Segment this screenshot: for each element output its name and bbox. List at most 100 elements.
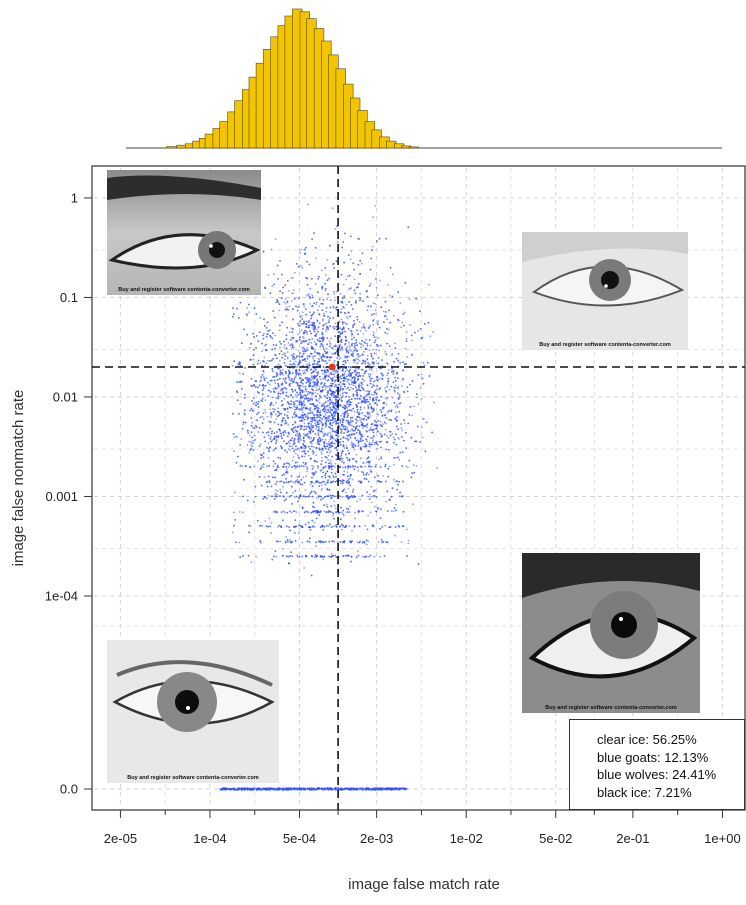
scatter-point — [285, 338, 288, 340]
scatter-point — [292, 431, 295, 434]
scatter-point — [275, 375, 278, 377]
scatter-point — [262, 456, 265, 459]
scatter-point — [347, 488, 350, 490]
scatter-point — [324, 386, 327, 388]
scatter-point — [411, 414, 413, 417]
scatter-point — [372, 323, 375, 326]
scatter-point — [324, 408, 327, 411]
scatter-point — [357, 353, 360, 355]
scatter-point — [322, 360, 325, 362]
scatter-point — [354, 429, 356, 432]
scatter-point — [386, 342, 389, 345]
scatter-point — [261, 400, 263, 402]
scatter-point — [301, 541, 304, 544]
scatter-point — [370, 496, 373, 498]
scatter-point — [326, 488, 329, 490]
scatter-point — [308, 495, 310, 497]
scatter-point — [345, 491, 347, 494]
scatter-point — [294, 519, 297, 521]
scatter-point — [422, 417, 425, 420]
scatter-point — [354, 344, 356, 347]
scatter-point — [313, 311, 315, 314]
scatter-point — [313, 556, 316, 558]
scatter-point — [347, 366, 350, 368]
scatter-point — [397, 483, 399, 486]
scatter-point — [359, 354, 362, 357]
scatter-point — [394, 526, 397, 528]
scatter-point — [362, 360, 365, 363]
scatter-point — [399, 491, 401, 494]
scatter-point — [291, 445, 293, 448]
scatter-point — [370, 352, 373, 355]
scatter-point — [350, 335, 353, 337]
scatter-point — [370, 393, 373, 396]
scatter-point — [261, 415, 264, 418]
scatter-point — [368, 284, 371, 287]
scatter-point — [286, 357, 289, 360]
scatter-point — [366, 354, 369, 357]
scatter-point — [310, 490, 313, 493]
scatter-point — [342, 394, 344, 397]
scatter-point — [331, 352, 333, 355]
scatter-point — [329, 306, 332, 309]
scatter-point — [328, 451, 331, 454]
scatter-point — [375, 463, 377, 466]
scatter-point — [282, 554, 284, 557]
scatter-point — [305, 465, 308, 468]
scatter-point — [352, 394, 355, 397]
scatter-point — [391, 370, 393, 373]
scatter-point — [271, 285, 274, 287]
scatter-point — [346, 447, 348, 450]
scatter-point — [321, 269, 323, 272]
scatter-point — [276, 410, 279, 413]
scatter-point — [369, 324, 372, 327]
scatter-point — [333, 375, 336, 378]
scatter-point — [341, 246, 344, 249]
scatter-point — [319, 448, 321, 451]
scatter-point — [291, 416, 294, 419]
scatter-point — [400, 436, 403, 438]
scatter-point — [362, 350, 365, 353]
scatter-point — [344, 356, 346, 359]
scatter-point — [301, 483, 304, 486]
scatter-point — [297, 435, 299, 437]
scatter-point — [325, 330, 327, 332]
scatter-point — [343, 328, 345, 330]
scatter-point — [352, 352, 355, 355]
scatter-point — [274, 495, 276, 497]
scatter-point — [358, 342, 361, 345]
scatter-point — [319, 417, 322, 419]
scatter-point — [278, 359, 281, 362]
scatter-point — [401, 321, 404, 324]
scatter-point — [341, 421, 344, 424]
scatter-point — [306, 467, 309, 470]
scatter-point — [340, 480, 343, 483]
scatter-point — [391, 354, 393, 357]
scatter-point — [360, 418, 363, 420]
scatter-point — [399, 451, 402, 454]
scatter-point — [398, 394, 401, 396]
scatter-point — [289, 344, 291, 347]
scatter-point — [388, 328, 390, 331]
scatter-point — [283, 417, 286, 420]
scatter-point — [252, 500, 255, 503]
scatter-point — [330, 337, 332, 340]
scatter-point — [303, 305, 305, 308]
scatter-point — [309, 528, 312, 531]
scatter-point — [342, 479, 345, 482]
scatter-point — [279, 392, 282, 395]
scatter-point — [307, 399, 309, 402]
scatter-point — [406, 356, 409, 358]
scatter-point — [358, 238, 360, 240]
scatter-point — [253, 427, 256, 429]
scatter-point — [318, 298, 321, 301]
scatter-point — [402, 313, 405, 315]
scatter-point — [296, 475, 299, 478]
scatter-point — [396, 480, 398, 482]
scatter-point — [393, 401, 396, 404]
scatter-point — [311, 472, 314, 474]
scatter-point — [326, 385, 328, 388]
scatter-point — [267, 359, 269, 362]
scatter-point — [361, 353, 364, 356]
scatter-point — [367, 415, 370, 418]
